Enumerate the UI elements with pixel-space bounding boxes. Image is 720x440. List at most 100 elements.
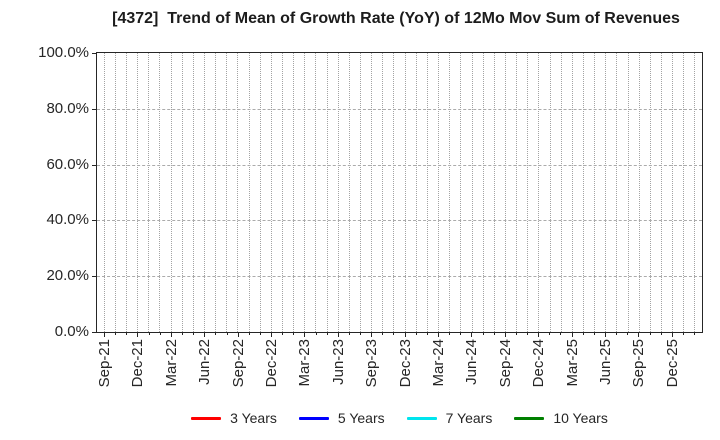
vertical-gridline: [315, 53, 317, 332]
x-tick-mark: [527, 333, 529, 335]
legend-item-10-years: 10 Years: [514, 410, 608, 426]
legend-line-swatch: [191, 416, 222, 420]
vertical-gridline: [660, 53, 662, 332]
vertical-gridline: [516, 53, 518, 332]
x-tick-mark: [404, 333, 406, 337]
x-tick-mark: [159, 333, 161, 335]
x-tick-mark: [382, 333, 384, 335]
x-tick-mark: [348, 333, 350, 335]
x-tick-mark: [226, 333, 228, 335]
x-tick-mark: [360, 333, 362, 335]
vertical-gridline: [304, 53, 306, 332]
vertical-gridline: [638, 53, 640, 332]
legend-label: 7 Years: [445, 410, 493, 426]
chart-title: [4372] Trend of Mean of Growth Rate (YoY…: [112, 10, 680, 27]
legend-label: 5 Years: [337, 410, 385, 426]
vertical-gridline: [504, 53, 506, 332]
x-tick-mark: [304, 333, 306, 337]
vertical-gridline: [248, 53, 250, 332]
x-tick-label: Mar-24: [430, 339, 447, 387]
vertical-gridline: [137, 53, 139, 332]
legend-label: 3 Years: [230, 410, 277, 426]
x-tick-mark: [259, 333, 261, 335]
vertical-gridline: [449, 53, 451, 332]
x-tick-mark: [271, 333, 273, 337]
x-tick-mark: [137, 333, 139, 337]
x-tick-label: Jun-22: [196, 339, 214, 385]
vertical-gridline: [215, 53, 217, 332]
horizontal-gridline: [97, 108, 702, 110]
x-tick-mark: [248, 333, 250, 335]
y-tick-label: 80.0%: [46, 100, 89, 118]
legend-item-7-years: 7 Years: [406, 410, 493, 426]
vertical-gridline: [538, 53, 540, 332]
x-tick-mark: [193, 333, 195, 335]
legend-label: 10 Years: [553, 410, 608, 426]
x-tick-mark: [126, 333, 128, 335]
vertical-gridline: [125, 53, 127, 332]
x-tick-mark: [415, 333, 417, 335]
vertical-gridline: [148, 53, 150, 332]
x-tick-mark: [170, 333, 172, 337]
x-tick-mark: [649, 333, 651, 335]
vertical-gridline: [582, 53, 584, 332]
x-tick-mark: [560, 333, 562, 335]
x-tick-mark: [471, 333, 473, 337]
vertical-gridline: [393, 53, 395, 332]
x-tick-mark: [627, 333, 629, 335]
vertical-gridline: [371, 53, 373, 332]
x-tick-mark: [337, 333, 339, 337]
vertical-gridline: [605, 53, 607, 332]
vertical-gridline: [527, 53, 529, 332]
vertical-gridline: [493, 53, 495, 332]
x-tick-label: Jun-25: [596, 339, 614, 385]
horizontal-gridline: [97, 220, 702, 222]
vertical-gridline: [672, 53, 674, 332]
plot-area: [96, 52, 703, 333]
legend-item-5-years: 5 Years: [298, 410, 385, 426]
y-tick-label: 0.0%: [54, 322, 89, 340]
vertical-gridline: [382, 53, 384, 332]
x-tick-label: Sep-25: [630, 339, 648, 388]
vertical-gridline: [649, 53, 651, 332]
x-tick-mark: [538, 333, 540, 337]
x-tick-mark: [515, 333, 517, 335]
vertical-gridline: [181, 53, 183, 332]
x-tick-mark: [438, 333, 439, 337]
x-tick-mark: [493, 333, 495, 335]
x-tick-label: Jun-23: [329, 339, 347, 385]
y-tick-label: 100.0%: [38, 44, 89, 62]
vertical-gridline: [326, 53, 328, 332]
vertical-gridline: [482, 53, 484, 332]
horizontal-gridline: [97, 164, 702, 166]
x-tick-mark: [104, 333, 106, 337]
vertical-gridline: [683, 53, 685, 332]
x-tick-label: Sep-22: [229, 339, 247, 388]
x-tick-mark: [293, 333, 295, 335]
vertical-gridline: [226, 53, 228, 332]
x-tick-mark: [604, 333, 606, 337]
x-tick-mark: [181, 333, 183, 335]
vertical-gridline: [426, 53, 428, 332]
vertical-gridline: [348, 53, 350, 332]
x-tick-label: Dec-21: [129, 339, 147, 388]
x-tick-mark: [215, 333, 217, 335]
x-tick-mark: [504, 333, 506, 337]
vertical-gridline: [103, 53, 105, 332]
x-tick-mark: [694, 333, 696, 335]
x-tick-label: Jun-24: [463, 339, 481, 385]
vertical-gridline: [616, 53, 618, 332]
x-tick-mark: [326, 333, 328, 335]
x-tick-mark: [449, 333, 451, 335]
vertical-gridline: [237, 53, 239, 332]
vertical-gridline: [337, 53, 339, 332]
vertical-gridline: [259, 53, 261, 332]
vertical-gridline: [571, 53, 573, 332]
vertical-gridline: [460, 53, 462, 332]
x-tick-mark: [282, 333, 284, 335]
vertical-gridline: [360, 53, 362, 332]
legend-item-3-years: 3 Years: [191, 410, 277, 426]
y-tick-label: 40.0%: [46, 211, 89, 229]
y-tick-label: 20.0%: [46, 266, 89, 284]
